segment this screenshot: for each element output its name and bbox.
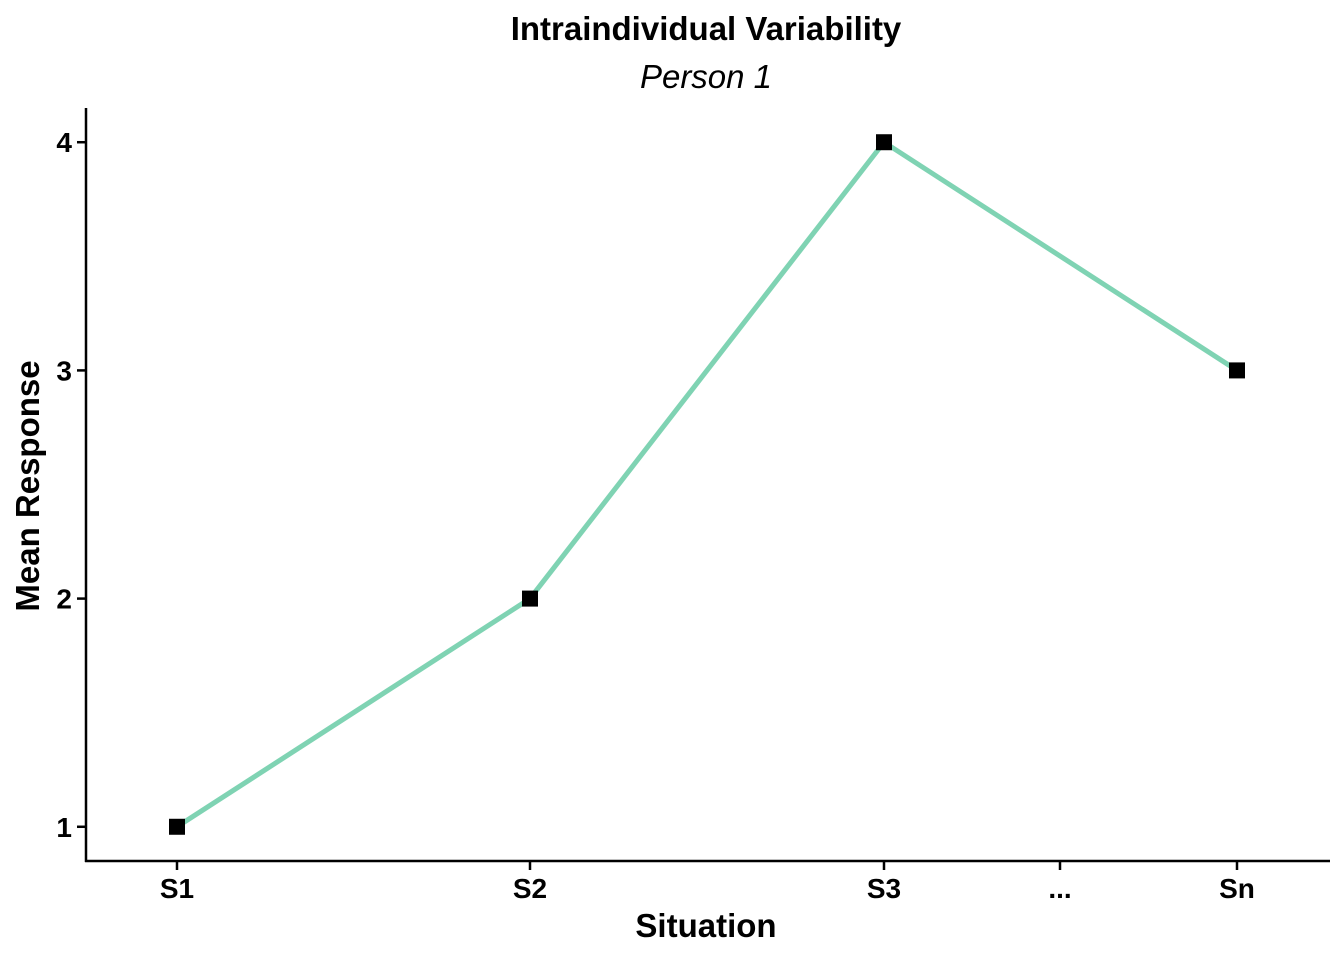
data-point-marker — [522, 590, 538, 607]
chart-subtitle: Person 1 — [640, 58, 772, 95]
x-tick-label: S2 — [513, 873, 547, 904]
data-point-marker — [876, 134, 892, 151]
axes — [84, 108, 1330, 863]
y-tick-label: 2 — [56, 584, 72, 615]
series-line — [174, 139, 1240, 830]
x-tick-label: S3 — [867, 873, 901, 904]
x-tick-label: S1 — [160, 873, 194, 904]
x-ticks: S1 S2 S3... Sn — [160, 861, 1255, 904]
chart-title: Intraindividual Variability — [511, 10, 902, 47]
x-tick-label: ... — [1048, 873, 1071, 904]
data-point-marker — [169, 818, 185, 835]
x-tick-label: Sn — [1219, 873, 1255, 904]
y-axis-title: Mean Response — [9, 360, 46, 611]
y-ticks: 1 2 3 4 — [56, 127, 86, 843]
data-point-marker — [1229, 362, 1245, 379]
x-axis-title: Situation — [635, 907, 776, 944]
y-tick-label: 1 — [56, 812, 72, 843]
plot-series — [169, 134, 1245, 835]
y-tick-label: 4 — [56, 127, 72, 158]
y-tick-label: 3 — [56, 355, 72, 386]
